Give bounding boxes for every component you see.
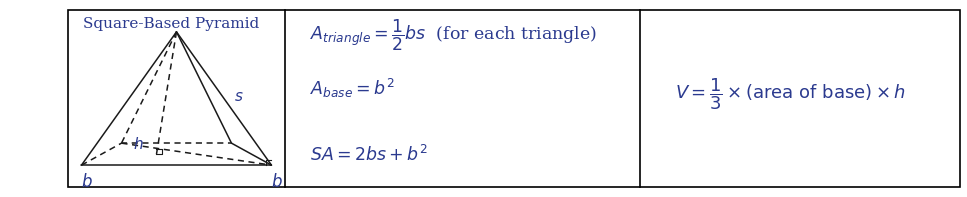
Text: $b$: $b$ (271, 173, 282, 191)
Text: $b$: $b$ (80, 173, 93, 191)
Text: $s$: $s$ (234, 89, 244, 103)
Text: $A_{\mathit{base}} = \mathit{b}^2$: $A_{\mathit{base}} = \mathit{b}^2$ (310, 77, 395, 100)
Text: $A_{\mathit{triangle}} = \dfrac{1}{2}\mathit{bs}$  (for each triangle): $A_{\mathit{triangle}} = \dfrac{1}{2}\ma… (310, 18, 598, 53)
Text: Square-Based Pyramid: Square-Based Pyramid (83, 17, 259, 31)
Text: $V = \dfrac{1}{3} \times (\mathrm{area\ of\ base}) \times \mathit{h}$: $V = \dfrac{1}{3} \times (\mathrm{area\ … (675, 77, 906, 112)
Text: $\mathit{SA} = 2\mathit{bs} + \mathit{b}^2$: $\mathit{SA} = 2\mathit{bs} + \mathit{b}… (310, 145, 427, 165)
Text: $h$: $h$ (133, 136, 144, 152)
